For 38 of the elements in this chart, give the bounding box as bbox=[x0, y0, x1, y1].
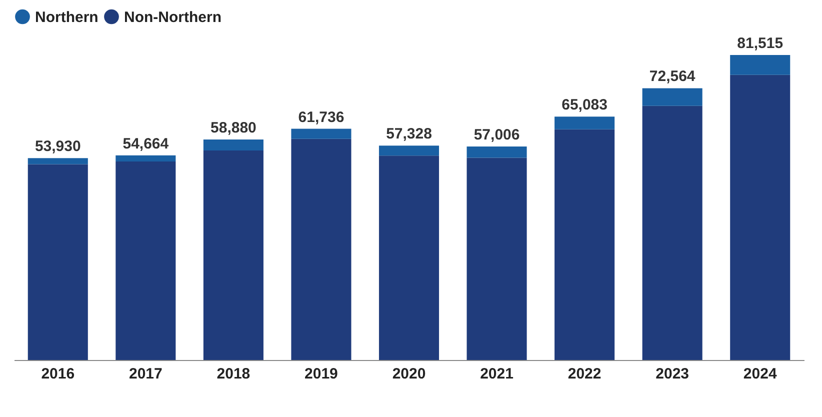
x-tick-label: 2024 bbox=[743, 366, 778, 382]
bar bbox=[116, 161, 176, 360]
bar bbox=[378, 156, 440, 360]
bar bbox=[378, 146, 440, 156]
x-tick-label: 2020 bbox=[392, 366, 426, 382]
bar bbox=[730, 74, 790, 360]
bar bbox=[28, 164, 88, 360]
x-tick-label: 2018 bbox=[216, 366, 250, 382]
x-tick-label: 2022 bbox=[568, 366, 602, 382]
bar bbox=[554, 129, 615, 360]
bar bbox=[291, 128, 352, 139]
legend-label: Northern bbox=[35, 8, 98, 26]
annotation: 54,664 bbox=[122, 135, 170, 152]
bar bbox=[642, 106, 702, 360]
bar bbox=[28, 158, 88, 164]
bar bbox=[466, 158, 527, 360]
annotation: 57,328 bbox=[386, 126, 432, 143]
legend-label: Non-Northern bbox=[124, 8, 222, 26]
annotation: 53,930 bbox=[34, 138, 81, 156]
bar bbox=[203, 139, 264, 150]
annotation: 65,083 bbox=[562, 96, 608, 114]
bar bbox=[291, 138, 352, 360]
bar bbox=[116, 155, 176, 162]
x-tick-label: 2019 bbox=[304, 366, 338, 382]
x-tick-label: 2016 bbox=[41, 366, 75, 382]
x-tick-label: 2021 bbox=[480, 366, 514, 382]
annotation: 81,515 bbox=[737, 35, 784, 52]
bar bbox=[466, 146, 527, 158]
bar bbox=[203, 150, 264, 360]
x-tick-label: 2023 bbox=[656, 366, 690, 382]
annotation: 72,564 bbox=[649, 68, 696, 86]
annotation: 61,736 bbox=[298, 108, 344, 126]
bar bbox=[730, 55, 790, 75]
x-tick-label: 2017 bbox=[128, 366, 162, 382]
bar bbox=[642, 88, 702, 106]
bar bbox=[554, 116, 615, 130]
annotation: 57,006 bbox=[474, 126, 520, 144]
annotation: 58,880 bbox=[210, 119, 256, 136]
